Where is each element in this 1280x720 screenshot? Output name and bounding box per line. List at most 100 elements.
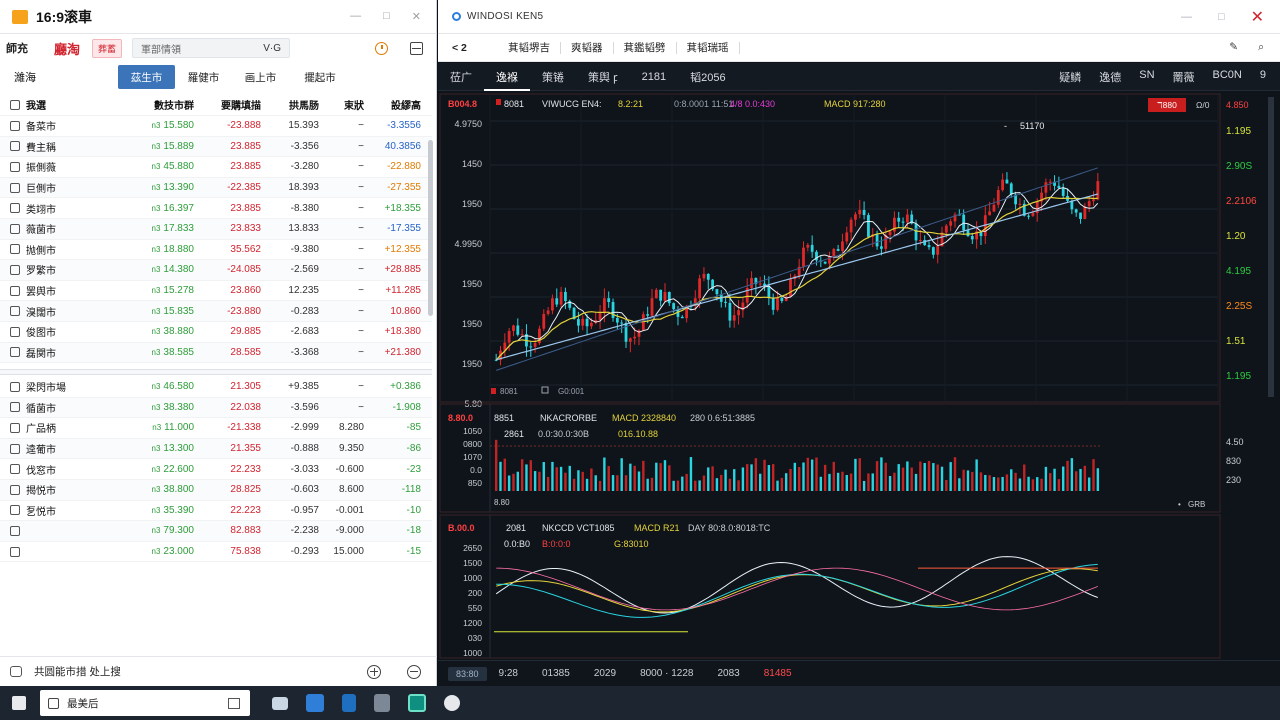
chart-area[interactable]: B004.8 8081 VIWUCG EN4: 8.2:21 0:8.0001 …: [438, 91, 1280, 660]
chart-tab-2[interactable]: 逸褓: [484, 63, 530, 91]
toolbar-badge[interactable]: 葬蓄: [92, 38, 123, 58]
add-icon[interactable]: [367, 664, 381, 679]
table-row[interactable]: 乭悦市 n3 35.390 22.223 -0.957 -0.001 -10: [0, 501, 432, 522]
chat-app-icon[interactable]: [272, 696, 288, 710]
close-icon[interactable]: ✕: [1250, 8, 1264, 26]
table-row[interactable]: 循菌市 n3 38.380 22.038 -3.596 − -1.908: [0, 397, 432, 419]
col-header-0[interactable]: 我選: [26, 101, 46, 113]
table-row[interactable]: 磊関市 n3 38.585 28.585 -3.368 − +21.380: [0, 342, 432, 364]
table-row[interactable]: 俊图市 n3 38.880 29.885 -2.683 − +18.380: [0, 322, 432, 343]
row-status: 15.000: [333, 546, 364, 558]
candle-body: [854, 214, 857, 220]
right-scrollbar[interactable]: [1268, 97, 1274, 397]
chart-tab-1[interactable]: 莅广: [450, 71, 472, 84]
back-nav[interactable]: < 2: [452, 41, 467, 54]
chart-tab-4[interactable]: 策舆 ꝼ: [588, 71, 618, 84]
doc-app-icon[interactable]: [342, 694, 356, 712]
toolbar-item-1[interactable]: 萁韬堺吉: [498, 41, 561, 54]
close-icon[interactable]: ✕: [411, 11, 421, 23]
volume-bar: [754, 458, 758, 491]
chart-tab-r3[interactable]: SN: [1139, 68, 1155, 81]
table-row[interactable]: 广品柄 n3 11.000 -21.338 -2.999 8.280 -85: [0, 418, 432, 439]
table-row[interactable]: 薇菌市 n3 17.833 23.833 13.833 − -17.355: [0, 219, 432, 240]
tab-market-3[interactable]: 画上市: [244, 71, 277, 84]
col-header-2[interactable]: 要購填描: [221, 101, 261, 113]
candle-body: [732, 315, 736, 321]
row-volume: -3.596: [290, 401, 319, 413]
table-row[interactable]: n3 79.300 82.883 -2.238 -9.000 -18: [0, 521, 432, 542]
table-row[interactable]: 类翊市 n3 16.397 23.885 -8.380 − +18.355: [0, 198, 432, 219]
store-app-icon[interactable]: [306, 694, 324, 712]
chart-tab-5[interactable]: 2181: [641, 70, 667, 83]
search-icon[interactable]: ⌕: [1258, 41, 1264, 53]
start-icon[interactable]: [12, 696, 26, 710]
candle-body: [962, 214, 966, 231]
tab-market-2[interactable]: 羅健市: [187, 71, 220, 84]
footer-item-1[interactable]: 9:28: [498, 668, 518, 679]
maximize-icon[interactable]: □: [383, 10, 390, 22]
row-status: −: [358, 223, 364, 235]
chart-tab-r2[interactable]: 逸德: [1099, 71, 1122, 84]
main-badge[interactable]: ℸ880: [1157, 100, 1177, 110]
table-row[interactable]: 振側薇 n3 45.880 23.885 -3.280 − -22.880: [0, 157, 432, 178]
scrollbar[interactable]: [428, 140, 433, 316]
chart-tab-6[interactable]: 韬2056: [690, 71, 726, 84]
row-icon: [10, 464, 20, 475]
table-row[interactable]: 揭悦市 n3 38.800 28.825 -0.603 8.600 -118: [0, 480, 432, 501]
remove-icon[interactable]: [407, 664, 421, 679]
task-view-icon[interactable]: [228, 697, 240, 709]
col-header-5[interactable]: 設繆高: [391, 101, 421, 113]
table-row[interactable]: 罢舆市 n3 15.278 23.860 12.235 − +11.285: [0, 281, 432, 302]
table-row[interactable]: 抛側市 n3 18.880 35.562 -9.380 − +12.355: [0, 240, 432, 261]
toolbar-item-4[interactable]: 萁韬瑞瑶: [677, 41, 740, 54]
table-row[interactable]: 巨側市 n3 13.390 -22.385 18.393 − -27.355: [0, 177, 432, 199]
toolbar-label-1[interactable]: 師充: [6, 43, 28, 55]
edit-icon[interactable]: ✎: [1229, 41, 1239, 53]
chart-tab-r6[interactable]: 9: [1259, 68, 1266, 81]
footer-item-5[interactable]: 2083: [717, 668, 740, 679]
chart-tab-r4[interactable]: 罱薇: [1172, 71, 1195, 84]
minimize-icon[interactable]: —: [1180, 10, 1192, 23]
table-row[interactable]: 逵葡市 n3 13.300 21.355 -0.888 9.350 -86: [0, 438, 432, 460]
col-header-1[interactable]: 數技市群: [154, 101, 194, 113]
footer-item-0[interactable]: 83:80: [448, 666, 487, 681]
table-row[interactable]: 备菜市 n3 15.580 -23.888 15.393 − -3.3556: [0, 116, 432, 137]
table-row[interactable]: 費主稱 n3 15.889 23.885 -3.356 − 40.3856: [0, 136, 432, 158]
settings-app-icon[interactable]: [374, 694, 390, 712]
row-icon: [10, 381, 20, 392]
shield-app-icon[interactable]: [444, 695, 460, 711]
taskbar-search[interactable]: 最美后: [40, 690, 250, 716]
table-row[interactable]: 溴闊市 n3 15.835 -23.880 -0.283 − 10.860: [0, 301, 432, 322]
toolbar-label-2[interactable]: 廳淘: [54, 41, 81, 57]
clock-icon[interactable]: [375, 41, 388, 55]
chart-tab-r1[interactable]: 疑鳞: [1059, 71, 1082, 84]
chat-icon[interactable]: [10, 666, 22, 677]
chart-tab-r5[interactable]: BC0N: [1212, 68, 1242, 81]
tab-market-4[interactable]: 擺起市: [304, 71, 336, 84]
stocks-app-icon[interactable]: [408, 694, 426, 712]
table-row[interactable]: 罗繁市 n3 14.380 -24.085 -2.569 − +28.885: [0, 260, 432, 281]
chart-tab-3[interactable]: 策锩: [542, 71, 564, 84]
search-input[interactable]: 軍部情領 V·G: [132, 38, 291, 58]
collapse-icon[interactable]: [410, 41, 423, 55]
footer-item-4[interactable]: 8000 · 1228: [640, 668, 694, 679]
chart-window: WINDOSI KEN5 — □ ✕ < 2 萁韬堺吉 爽韬器 萁鑑韬劈 萁韬瑞…: [438, 0, 1280, 686]
table-row[interactable]: n3 23.000 75.838 -0.293 15.000 -15: [0, 542, 432, 563]
volume-bar: [979, 472, 983, 491]
minimize-icon[interactable]: —: [350, 10, 362, 22]
col-header-4[interactable]: 束狀: [344, 101, 364, 113]
row-status: −: [358, 381, 364, 393]
col-header-3[interactable]: 拱馬肠: [289, 101, 319, 113]
toolbar-item-3[interactable]: 萁鑑韬劈: [614, 41, 677, 54]
candle-body: [936, 246, 940, 255]
footer-item-3[interactable]: 2029: [593, 668, 617, 679]
table-row[interactable]: 梁閃市場 n3 46.580 21.305 +9.385 − +0.386: [0, 377, 432, 398]
volume-bar: [672, 480, 675, 491]
toolbar-item-2[interactable]: 爽韬器: [561, 41, 614, 54]
footer-item-2[interactable]: 01385: [542, 668, 570, 679]
table-row[interactable]: 伐窓市 n3 22.600 22.233 -3.033 -0.600 -23: [0, 459, 432, 480]
tab-market-1[interactable]: 茲生市: [118, 65, 175, 89]
volume-bar: [958, 478, 961, 491]
maximize-icon[interactable]: □: [1217, 10, 1225, 23]
footer-item-6[interactable]: 81485: [763, 668, 792, 679]
